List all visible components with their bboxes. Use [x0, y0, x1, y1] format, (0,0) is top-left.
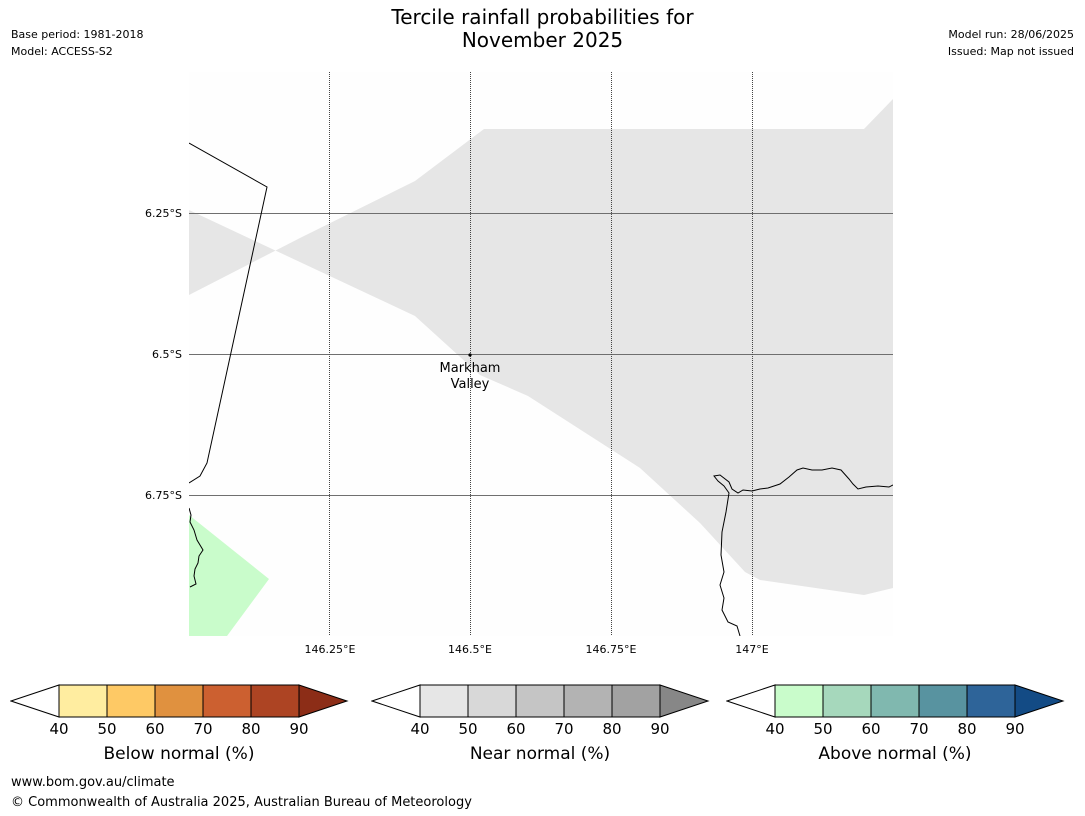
tick-label: 80	[957, 720, 976, 738]
colorbar-above-normal: 40 50 60 70 80 90	[725, 682, 1066, 744]
model-run-text: Model run: 28/06/2025	[948, 28, 1074, 41]
place-label-line2: Valley	[451, 377, 490, 392]
colorbar-max-triangle	[298, 684, 349, 718]
tick-label: 50	[97, 720, 116, 738]
colorbar-near-normal-label: Near normal (%)	[469, 744, 611, 764]
colorbar-swatch-80-90	[967, 685, 1015, 717]
tick-label: 50	[813, 720, 832, 738]
colorbar-swatch-70-80	[564, 685, 612, 717]
issued-text: Issued: Map not issued	[947, 45, 1074, 58]
map-canvas: Markham Valley 6.25°S 6.5°S 6.75°S 146.2…	[145, 72, 893, 656]
tick-label: 90	[650, 720, 669, 738]
tick-label: 60	[861, 720, 880, 738]
lon-label-146-25: 146.25°E	[305, 643, 356, 656]
colorbar-swatch-50-60	[468, 685, 516, 717]
colorbar-near-normal: 40 50 60 70 80 90	[370, 682, 711, 744]
tick-label: 70	[554, 720, 573, 738]
meta-left: Base period: 1981-2018 Model: ACCESS-S2	[11, 26, 143, 60]
above-normal-region	[189, 515, 269, 636]
map-area: Markham Valley	[189, 72, 893, 636]
tick-label: 90	[289, 720, 308, 738]
tick-label: 70	[193, 720, 212, 738]
colorbar-swatch-80-90	[612, 685, 660, 717]
tick-label: 60	[145, 720, 164, 738]
colorbar-below-normal-label: Below normal (%)	[103, 744, 255, 764]
colorbar-swatch-70-80	[919, 685, 967, 717]
colorbar-swatch-40-50	[59, 685, 107, 717]
lon-label-147: 147°E	[735, 643, 768, 656]
colorbar-above-normal-label: Above normal (%)	[818, 744, 972, 764]
colorbar-swatch-70-80	[203, 685, 251, 717]
tick-label: 80	[241, 720, 260, 738]
coastline-southeast	[713, 467, 893, 636]
map-title-line1: Tercile rainfall probabilities for	[391, 5, 694, 29]
meta-right: Model run: 28/06/2025 Issued: Map not is…	[948, 26, 1074, 60]
colorbar-swatch-60-70	[871, 685, 919, 717]
tick-label: 40	[49, 720, 68, 738]
base-period-text: Base period: 1981-2018	[11, 28, 144, 41]
lat-label-6-5: 6.5°S	[152, 348, 182, 361]
colorbar-max-triangle	[659, 684, 710, 718]
tick-label: 70	[909, 720, 928, 738]
colorbar-above-normal-svg: 40 50 60 70 80 90	[725, 684, 1065, 738]
lon-label-146-75: 146.75°E	[586, 643, 637, 656]
colorbar-swatch-40-50	[420, 685, 468, 717]
colorbar-min-triangle	[725, 684, 776, 718]
lon-label-146-5: 146.5°E	[448, 643, 492, 656]
colorbar-swatch-50-60	[107, 685, 155, 717]
colorbar-max-triangle	[1014, 684, 1065, 718]
colorbar-swatch-50-60	[823, 685, 871, 717]
footer-copyright: © Commonwealth of Australia 2025, Austra…	[11, 795, 472, 810]
place-label-line1: Markham	[440, 361, 501, 376]
near-normal-region	[189, 99, 893, 595]
coastline-southwest	[189, 507, 204, 588]
colorbar-swatch-40-50	[775, 685, 823, 717]
tick-label: 60	[506, 720, 525, 738]
colorbar-swatch-80-90	[251, 685, 299, 717]
boundary-line	[189, 142, 268, 484]
footer-url[interactable]: www.bom.gov.au/climate	[11, 775, 175, 790]
colorbar-swatch-60-70	[516, 685, 564, 717]
colorbar-min-triangle	[370, 684, 421, 718]
colorbar-near-normal-svg: 40 50 60 70 80 90	[370, 684, 710, 738]
tick-label: 80	[602, 720, 621, 738]
colorbar-min-triangle	[9, 684, 60, 718]
tick-label: 50	[458, 720, 477, 738]
model-text: Model: ACCESS-S2	[11, 45, 113, 58]
lat-label-6-75: 6.75°S	[145, 489, 182, 502]
colorbar-swatch-60-70	[155, 685, 203, 717]
map-title: Tercile rainfall probabilities for Novem…	[0, 6, 1085, 52]
colorbar-below-normal: 40 50 60 70 80 90	[9, 682, 350, 744]
tick-label: 90	[1005, 720, 1024, 738]
lat-label-6-25: 6.25°S	[145, 207, 182, 220]
tick-label: 40	[410, 720, 429, 738]
map-title-line2: November 2025	[461, 28, 624, 52]
latitude-gridlines	[189, 213, 893, 496]
place-marker	[468, 353, 472, 357]
colorbar-below-normal-svg: 40 50 60 70 80 90	[9, 684, 349, 738]
tick-label: 40	[765, 720, 784, 738]
